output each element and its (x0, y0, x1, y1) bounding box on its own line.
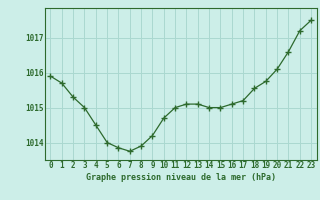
X-axis label: Graphe pression niveau de la mer (hPa): Graphe pression niveau de la mer (hPa) (86, 173, 276, 182)
